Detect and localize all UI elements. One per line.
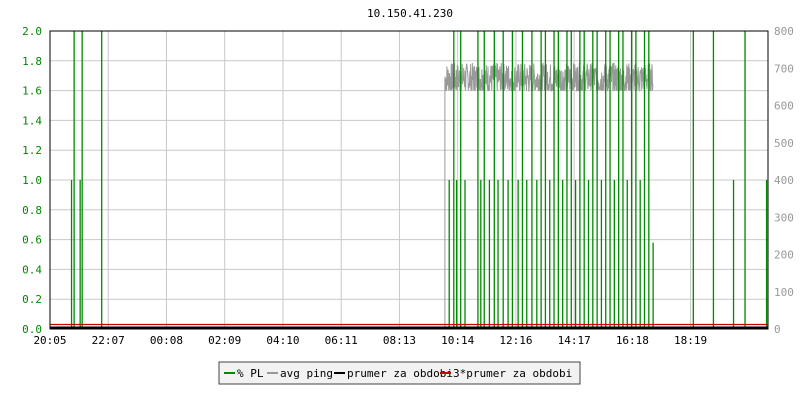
left-tick-label: 0.4 [22,263,42,276]
x-tick-label: 00:08 [150,334,183,347]
left-tick-label: 0.6 [22,234,42,247]
left-tick-label: 0.0 [22,323,42,336]
x-tick-label: 10:14 [441,334,474,347]
left-tick-label: 1.0 [22,174,42,187]
chart-title: 10.150.41.230 [367,7,453,20]
legend: % PL avg ping prumer za obdobi 3*prumer za … [218,361,581,385]
left-axis-ticks: 0.0 0.2 0.4 0.6 0.8 1.0 1.2 1.4 1.6 1.8 2.0 [22,25,42,336]
right-tick-label: 300 [774,211,794,224]
right-tick-label: 600 [774,100,794,113]
series-layer [50,31,768,329]
right-tick-label: 0 [774,323,781,336]
left-tick-label: 0.8 [22,204,42,217]
x-axis-ticks: 20:05 22:07 00:08 02:09 04:10 06:11 08:13 10:14… [33,334,707,347]
x-tick-label: 08:13 [383,334,416,347]
legend-label: avg ping [280,367,333,380]
plot-frame [49,30,769,330]
right-tick-label: 500 [774,137,794,150]
left-tick-label: 0.2 [22,293,42,306]
x-tick-label: 12:16 [499,334,532,347]
right-axis-ticks: 0 100 200 300 400 500 600 700 800 [774,25,794,336]
right-tick-label: 800 [774,25,794,38]
left-tick-label: 2.0 [22,25,42,38]
x-tick-label: 06:11 [325,334,358,347]
avg-ping-line [444,62,654,329]
x-tick-label: 16:18 [616,334,649,347]
left-tick-label: 1.2 [22,144,42,157]
legend-label: prumer za obdobi [347,367,453,380]
legend-label: % PL [237,367,264,380]
x-tick-label: 18:19 [674,334,707,347]
x-tick-label: 02:09 [208,334,241,347]
x-tick-label: 14:17 [558,334,591,347]
left-tick-label: 1.6 [22,85,42,98]
left-tick-label: 1.8 [22,55,42,68]
x-tick-label: 20:05 [33,334,66,347]
right-tick-label: 700 [774,62,794,75]
right-tick-label: 100 [774,286,794,299]
right-tick-label: 400 [774,174,794,187]
legend-label: 3*prumer za obdobi [453,367,572,380]
x-tick-label: 04:10 [266,334,299,347]
left-tick-label: 1.4 [22,114,42,127]
legend-box [218,361,581,385]
grid [49,30,768,330]
right-tick-label: 200 [774,249,794,262]
x-tick-label: 22:07 [92,334,125,347]
